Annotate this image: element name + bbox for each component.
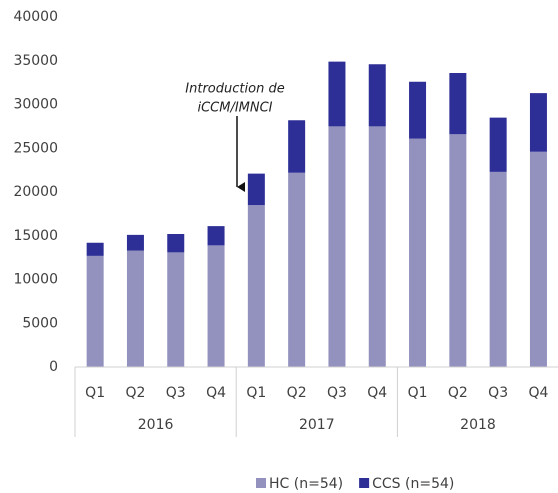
x-tick-label: Q1 (408, 385, 428, 401)
y-tick-label: 30000 (13, 97, 58, 113)
x-tick-label: Q3 (166, 385, 186, 401)
legend-swatch (256, 478, 266, 488)
group-label: 2016 (138, 417, 174, 433)
bar-segment (86, 255, 104, 367)
bar-segment (529, 93, 547, 152)
bar-segment (489, 117, 507, 172)
group-label: 2017 (299, 417, 335, 433)
y-tick-label: 20000 (13, 184, 58, 200)
group-label: 2018 (460, 417, 496, 433)
bar-segment (368, 126, 386, 367)
bar-segment (368, 64, 386, 127)
x-tick-label: Q1 (85, 385, 105, 401)
bar-segment (449, 73, 467, 135)
bar-segment (409, 138, 427, 367)
legend-label: HC (n=54) (269, 476, 343, 492)
bar-segment (328, 126, 346, 367)
x-tick-label: Q2 (448, 385, 468, 401)
y-tick-label: 0 (49, 359, 58, 375)
bar-segment (247, 173, 265, 206)
bar-segment (207, 245, 225, 367)
annotation: iCCM/IMNCI (197, 101, 272, 116)
bar-segment (449, 134, 467, 367)
bar-segment (126, 250, 144, 367)
bar-segment (288, 120, 306, 173)
bar-segment (86, 242, 104, 256)
bar-segment (247, 205, 265, 367)
legend-label: CCS (n=54) (372, 476, 454, 492)
bar-segment (167, 252, 185, 367)
x-tick-label: Q2 (125, 385, 145, 401)
y-tick-label: 35000 (13, 53, 58, 69)
bar-segment (167, 234, 185, 253)
bar-segment (529, 151, 547, 367)
y-tick-label: 10000 (13, 272, 58, 288)
bar-segment (288, 172, 306, 367)
x-tick-label: Q4 (206, 385, 226, 401)
x-tick-label: Q3 (327, 385, 347, 401)
y-tick-label: 15000 (13, 228, 58, 244)
y-tick-label: 40000 (13, 9, 58, 25)
x-tick-label: Q4 (367, 385, 387, 401)
y-tick-label: 25000 (13, 140, 58, 156)
x-tick-label: Q3 (488, 385, 508, 401)
bar-segment (126, 234, 144, 251)
x-tick-label: Q4 (528, 385, 548, 401)
bar-segment (489, 171, 507, 367)
bar-segment (409, 81, 427, 139)
x-tick-label: Q1 (246, 385, 266, 401)
annotation: Introduction de (185, 82, 284, 97)
y-tick-label: 5000 (22, 315, 58, 331)
x-tick-label: Q2 (287, 385, 307, 401)
bar-segment (207, 226, 225, 246)
legend-swatch (359, 478, 370, 488)
bar-segment (328, 61, 346, 127)
